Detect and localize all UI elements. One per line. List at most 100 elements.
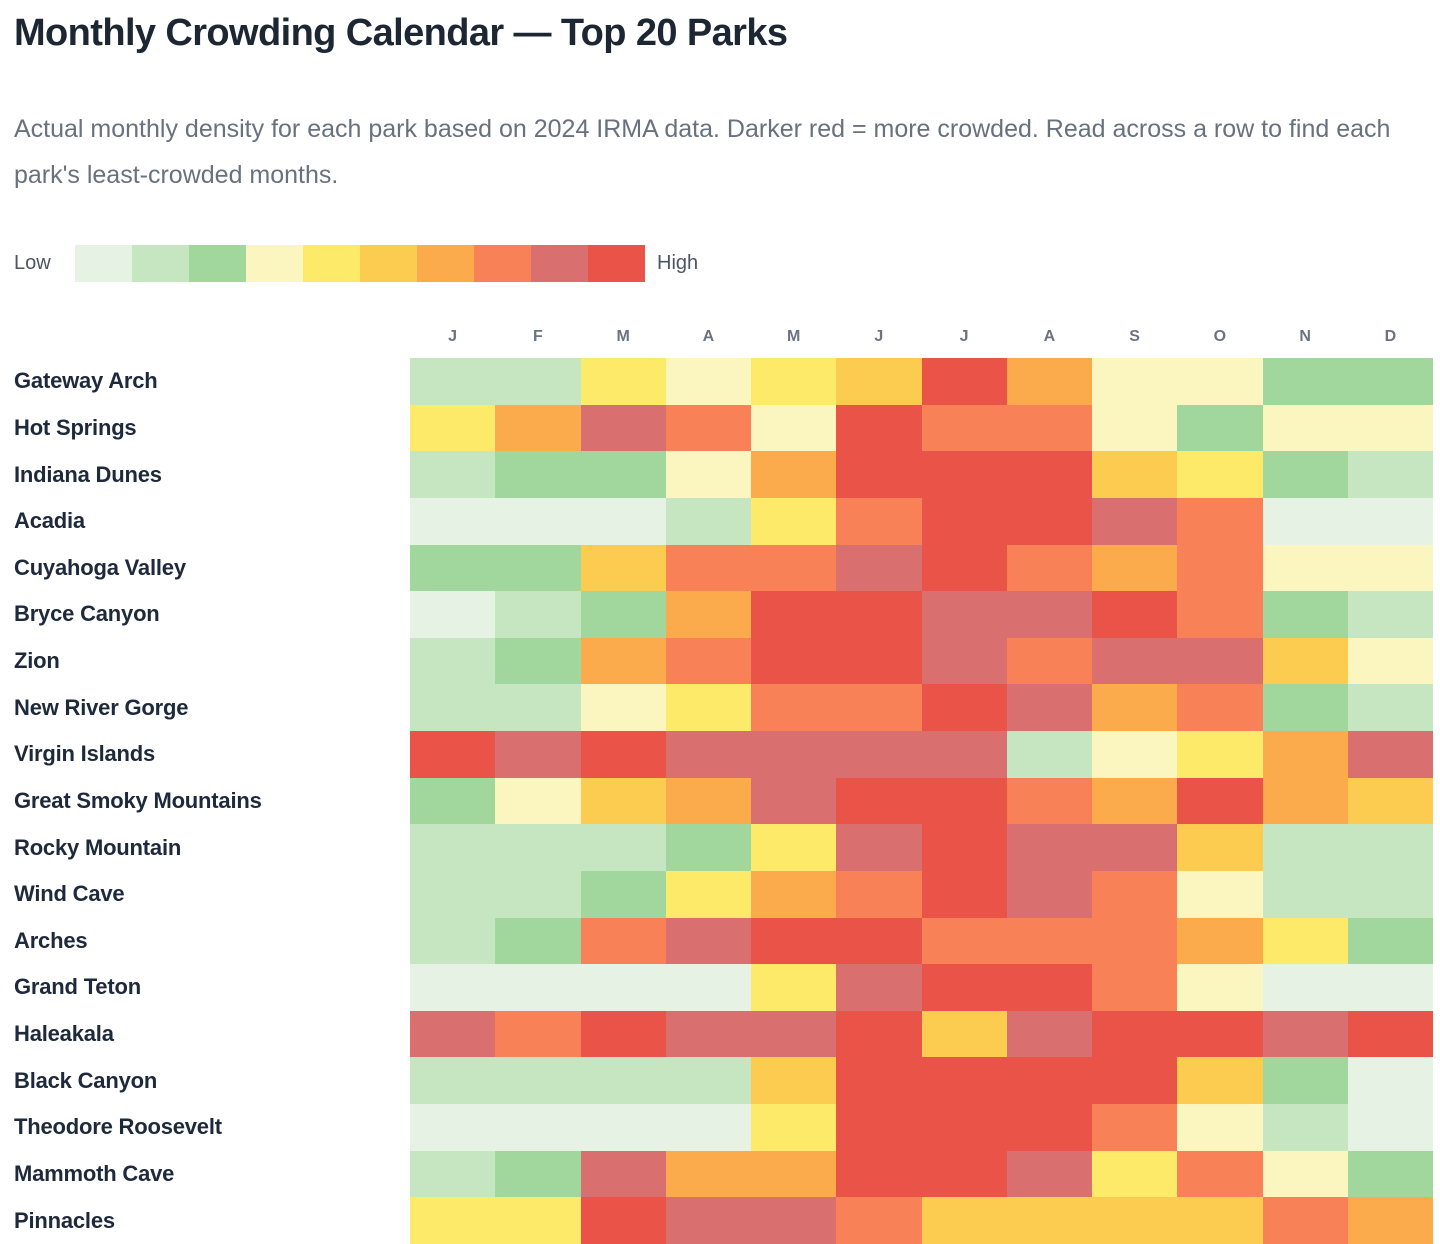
- heatmap-cell: [665, 637, 751, 685]
- heatmap-cell: [665, 917, 751, 965]
- heatmap-cell: [495, 1197, 581, 1244]
- heatmap-cell: [495, 404, 581, 452]
- month-label-8: S: [1129, 328, 1140, 345]
- heatmap-cell: [1177, 684, 1263, 731]
- month-label-7: A: [1043, 328, 1056, 345]
- heatmap-cell: [921, 497, 1007, 545]
- heatmap-cell: [1006, 591, 1092, 638]
- heatmap-cell: [836, 544, 922, 592]
- park-label: Rocky Mountain: [14, 834, 182, 860]
- heatmap-cell: [1347, 870, 1433, 918]
- heatmap-cell: [1177, 1104, 1263, 1151]
- heatmap-cell: [751, 637, 837, 685]
- park-label: Arches: [14, 927, 88, 953]
- heatmap-cell: [665, 358, 751, 405]
- heatmap-cell: [1006, 358, 1092, 405]
- color-legend: Low High: [14, 244, 1426, 282]
- heatmap-cell: [495, 451, 581, 498]
- heatmap-cell: [836, 591, 922, 638]
- heatmap-cell: [921, 544, 1007, 592]
- heatmap-cell: [410, 1104, 496, 1151]
- heatmap-cell: [1177, 451, 1263, 498]
- heatmap-cell: [410, 404, 496, 452]
- heatmap-cell: [410, 591, 496, 638]
- heatmap-cell: [1177, 964, 1263, 1011]
- heatmap-cell: [751, 404, 837, 452]
- heatmap-cell: [751, 1150, 837, 1198]
- heatmap-cell: [410, 917, 496, 965]
- heatmap-cell: [836, 1104, 922, 1151]
- heatmap-cell: [495, 637, 581, 685]
- heatmap-cell: [495, 1150, 581, 1198]
- heatmap-cell: [1347, 1197, 1433, 1244]
- heatmap-cell: [495, 1010, 581, 1058]
- heatmap-cell: [1092, 591, 1178, 638]
- heatmap-cell: [751, 777, 837, 825]
- heatmap-cell: [1177, 824, 1263, 871]
- heatmap-cell: [836, 684, 922, 731]
- heatmap-cell: [921, 358, 1007, 405]
- heatmap-cell: [1262, 777, 1348, 825]
- heatmap-cell: [836, 1197, 922, 1244]
- heatmap-cell: [921, 964, 1007, 1011]
- heatmap-cell: [921, 777, 1007, 825]
- heatmap-cell: [1092, 497, 1178, 545]
- heatmap-cell: [580, 358, 666, 405]
- legend-swatch-0: [75, 244, 132, 282]
- heatmap-cell: [1262, 404, 1348, 452]
- park-label: Grand Teton: [14, 974, 141, 1000]
- heatmap-cell: [580, 404, 666, 452]
- heatmap-cell: [836, 637, 922, 685]
- heatmap-cell: [1177, 870, 1263, 918]
- heatmap-cell: [580, 684, 666, 731]
- heatmap-cell: [921, 1197, 1007, 1244]
- heatmap-cell: [751, 1057, 837, 1104]
- month-label-3: A: [702, 328, 715, 345]
- park-label: Zion: [14, 648, 60, 674]
- heatmap-cell: [1347, 1057, 1433, 1104]
- heatmap-cell: [751, 731, 837, 778]
- month-label-9: O: [1213, 328, 1227, 345]
- heatmap-cell: [1177, 1010, 1263, 1058]
- heatmap-cell: [1006, 451, 1092, 498]
- heatmap-cell: [665, 1057, 751, 1104]
- heatmap-cell: [1262, 637, 1348, 685]
- heatmap-cell: [1006, 870, 1092, 918]
- legend-swatch-1: [132, 244, 189, 282]
- heatmap-cell: [665, 451, 751, 498]
- legend-swatch-4: [303, 244, 360, 282]
- heatmap-cell: [1092, 1197, 1178, 1244]
- month-label-4: M: [786, 328, 801, 345]
- heatmap-cell: [1092, 544, 1178, 592]
- heatmap-cell: [495, 964, 581, 1011]
- heatmap-cell: [410, 497, 496, 545]
- heatmap-cell: [1177, 917, 1263, 965]
- heatmap-cell: [751, 1104, 837, 1151]
- heatmap-cell: [921, 824, 1007, 871]
- heatmap-cell: [1347, 497, 1433, 545]
- heatmap-cell: [921, 637, 1007, 685]
- park-label: Wind Cave: [14, 881, 125, 907]
- heatmap-cell: [665, 870, 751, 918]
- heatmap-cell: [1262, 824, 1348, 871]
- heatmap-cell: [1092, 777, 1178, 825]
- heatmap-cell: [921, 684, 1007, 731]
- heatmap-cell: [495, 870, 581, 918]
- heatmap-cell: [410, 1150, 496, 1198]
- park-label: Acadia: [14, 508, 85, 534]
- heatmap-cell: [1006, 684, 1092, 731]
- heatmap-cell: [1006, 1104, 1092, 1151]
- heatmap-cell: [1347, 637, 1433, 685]
- heatmap-cell: [836, 1057, 922, 1104]
- park-label: Cuyahoga Valley: [14, 554, 186, 580]
- heatmap-cell: [1347, 404, 1433, 452]
- heatmap-cell: [580, 1197, 666, 1244]
- heatmap-cell: [665, 731, 751, 778]
- legend-swatch-8: [531, 244, 588, 282]
- heatmap-cell: [1006, 544, 1092, 592]
- heatmap-cell: [665, 1104, 751, 1151]
- heatmap-cell: [1347, 824, 1433, 871]
- heatmap-cell: [836, 731, 922, 778]
- heatmap-cell: [1006, 1197, 1092, 1244]
